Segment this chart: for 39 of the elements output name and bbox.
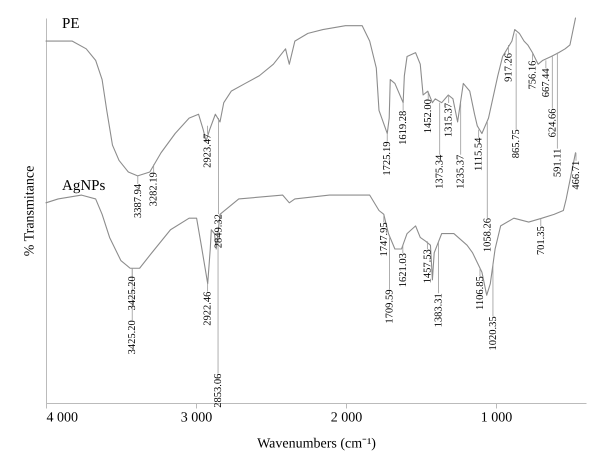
x-tick-label: 2 000 [330,410,362,426]
annotation: 865.75 [511,129,522,158]
annotation: 3282.19 [148,172,160,206]
annotation: 1452.00 [423,99,434,134]
annotation: 3387.94 [132,183,144,218]
annotation: 1709.59 [384,289,396,324]
annotation: 1235.37 [456,154,467,189]
annotation: 2853.06 [213,374,224,408]
annotation: 1621.03 [398,253,409,288]
annotation: 2923.47 [202,134,214,168]
annotation: 466.71 [570,160,582,190]
annotation: 1020.35 [488,316,499,351]
x-tick-label: 1 000 [480,410,512,426]
annotation: 1315.37 [444,103,455,138]
annotation: 1383.31 [434,293,445,328]
x-axis-title: Wavenumbers (cm⁻¹) [257,436,376,452]
annotation: 3425.20 [127,276,138,310]
annotation: 917.26 [503,52,514,82]
annotation: 591.11 [552,148,564,178]
y-axis-title: % Transmitance [22,166,38,256]
annotation: 1619.28 [398,110,410,145]
annotation: 1747.95 [378,222,390,256]
annotation: 2922.46 [202,292,214,326]
annotation: 3425.20 [127,320,138,354]
annotation: 667.44 [540,68,552,98]
annotation: 1457.53 [422,249,434,284]
legend-label: AgNPs [62,178,106,194]
series-label: PE [62,16,80,32]
annotation: 1725.19 [382,142,394,176]
x-tick-label: 3 000 [180,410,212,426]
annotation: 1115.54 [474,136,485,172]
annotation: 1106.85 [474,276,486,310]
annotation: 756.16 [528,60,539,90]
x-tick-label: 4 000 [46,410,78,426]
annotation: 2849.32 [214,214,225,248]
annotation: 624.66 [547,108,558,138]
annotation: 701.35 [536,226,547,256]
annotation: 1058.26 [482,218,494,252]
annotation: 1375.34 [434,154,446,189]
